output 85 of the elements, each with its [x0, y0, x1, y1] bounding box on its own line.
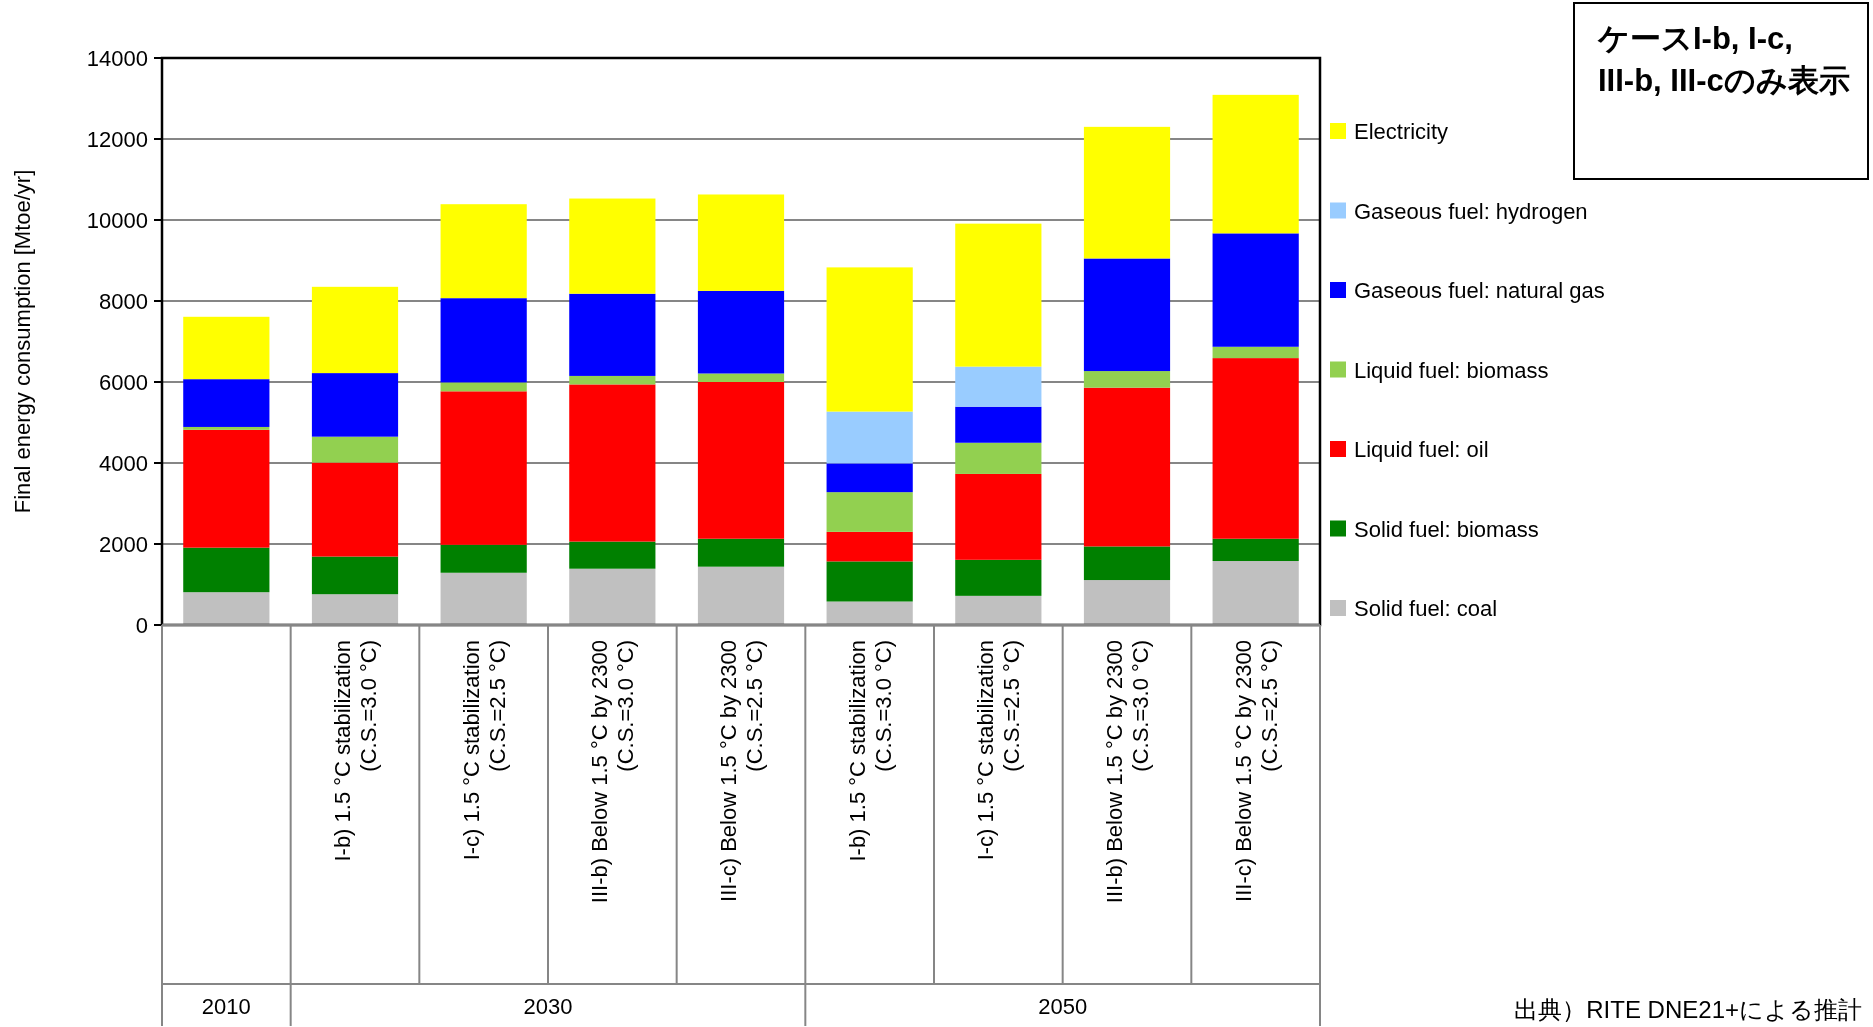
bar — [1083, 387, 1171, 547]
bar — [440, 204, 527, 299]
legend-label: Liquid fuel: biomass — [1354, 357, 1549, 383]
bar — [1212, 346, 1299, 359]
bar — [1083, 546, 1171, 581]
legend-label: Solid fuel: coal — [1354, 596, 1498, 621]
x-tick-label: III-b) Below 1.5 °C by 2300 (C.S.=3.0 °C) — [587, 640, 639, 904]
bar — [569, 384, 656, 542]
bar — [311, 286, 399, 374]
bar — [1212, 358, 1299, 539]
legend-label: Solid fuel: biomass — [1354, 516, 1539, 542]
bar — [826, 601, 913, 625]
y-tick-label: 8000 — [99, 289, 148, 314]
bar — [569, 541, 656, 569]
x-tick-label: I-b) 1.5 °C stabilization (C.S.=3.0 °C) — [844, 640, 896, 862]
bar — [955, 559, 1042, 596]
bar — [311, 556, 399, 595]
bar — [311, 373, 399, 437]
bar — [826, 463, 913, 493]
bar — [697, 382, 785, 539]
legend-label: Liquid fuel: oil — [1354, 437, 1489, 462]
x-tick-label: I-b) 1.5 °C stabilization (C.S.=3.0 °C) — [330, 640, 381, 862]
bar — [826, 267, 913, 412]
bar — [826, 531, 913, 562]
bar — [955, 442, 1042, 474]
y-tick-label: 14000 — [86, 46, 148, 71]
text: 2010 — [201, 994, 251, 1019]
legend-label: Gaseous fuel: hydrogen — [1354, 198, 1588, 224]
x-tick-label: I-c) 1.5 °C stabilization (C.S.=2.5 °C) — [458, 640, 510, 861]
bar — [1212, 538, 1299, 562]
bar — [183, 592, 270, 625]
bar — [1083, 126, 1171, 259]
bar — [440, 572, 527, 625]
text: ケースI-b, I-c, III-b, III-cのみ表示 — [1597, 21, 1850, 98]
bar — [569, 198, 656, 294]
bar — [183, 316, 270, 380]
bar — [697, 290, 785, 374]
x-tick-label: III-c) Below 1.5 °C by 2300 (C.S.=2.5 °C) — [716, 640, 767, 902]
bar — [955, 595, 1042, 625]
text: 2050 — [1038, 994, 1088, 1019]
y-tick-label: 10000 — [86, 208, 148, 233]
bar — [697, 373, 785, 382]
y-axis-title: Final energy consumption [Mtoe/yr] — [10, 169, 35, 514]
bar — [1083, 371, 1171, 388]
bar — [440, 391, 527, 545]
bar — [569, 293, 656, 376]
bar — [955, 366, 1042, 407]
bar — [955, 223, 1042, 367]
bar — [955, 406, 1042, 443]
source-note: 出典）RITE DNE21+による推計 — [1514, 996, 1862, 1023]
bar — [183, 379, 270, 427]
bar — [697, 194, 785, 291]
y-tick-label: 6000 — [99, 370, 148, 395]
bar — [311, 462, 399, 557]
bar — [697, 566, 785, 625]
bar — [183, 426, 270, 430]
x-tick-label: III-b) Below 1.5 °C by 2300 (C.S.=3.0 °C) — [1102, 640, 1153, 904]
bar — [183, 547, 270, 593]
x-tick-label: III-c) Below 1.5 °C by 2300 (C.S.=2.5 °C) — [1230, 640, 1282, 902]
y-tick-label: 2000 — [99, 532, 148, 557]
y-tick-label: 12000 — [86, 127, 148, 152]
bar — [1212, 561, 1299, 625]
bar — [311, 436, 399, 463]
bar — [183, 429, 270, 548]
bar — [955, 473, 1042, 560]
bar — [569, 375, 656, 385]
x-tick-label: I-c) 1.5 °C stabilization (C.S.=2.5 °C) — [973, 640, 1025, 861]
bar — [1083, 258, 1171, 372]
bar — [440, 382, 527, 392]
bar — [826, 492, 913, 532]
legend-label: Electricity — [1354, 119, 1449, 144]
bar — [1212, 94, 1299, 234]
bar — [311, 594, 399, 625]
bar — [440, 544, 527, 573]
bar — [826, 411, 913, 464]
bar — [1083, 580, 1171, 625]
legend-label: Gaseous fuel: natural gas — [1354, 278, 1605, 303]
bar — [440, 298, 527, 383]
text: 2030 — [523, 994, 573, 1019]
y-tick-label: 0 — [135, 613, 148, 638]
bar — [1212, 233, 1299, 347]
bar — [697, 538, 785, 567]
y-tick-label: 4000 — [99, 451, 148, 476]
bar — [826, 561, 913, 602]
bar — [569, 568, 656, 625]
